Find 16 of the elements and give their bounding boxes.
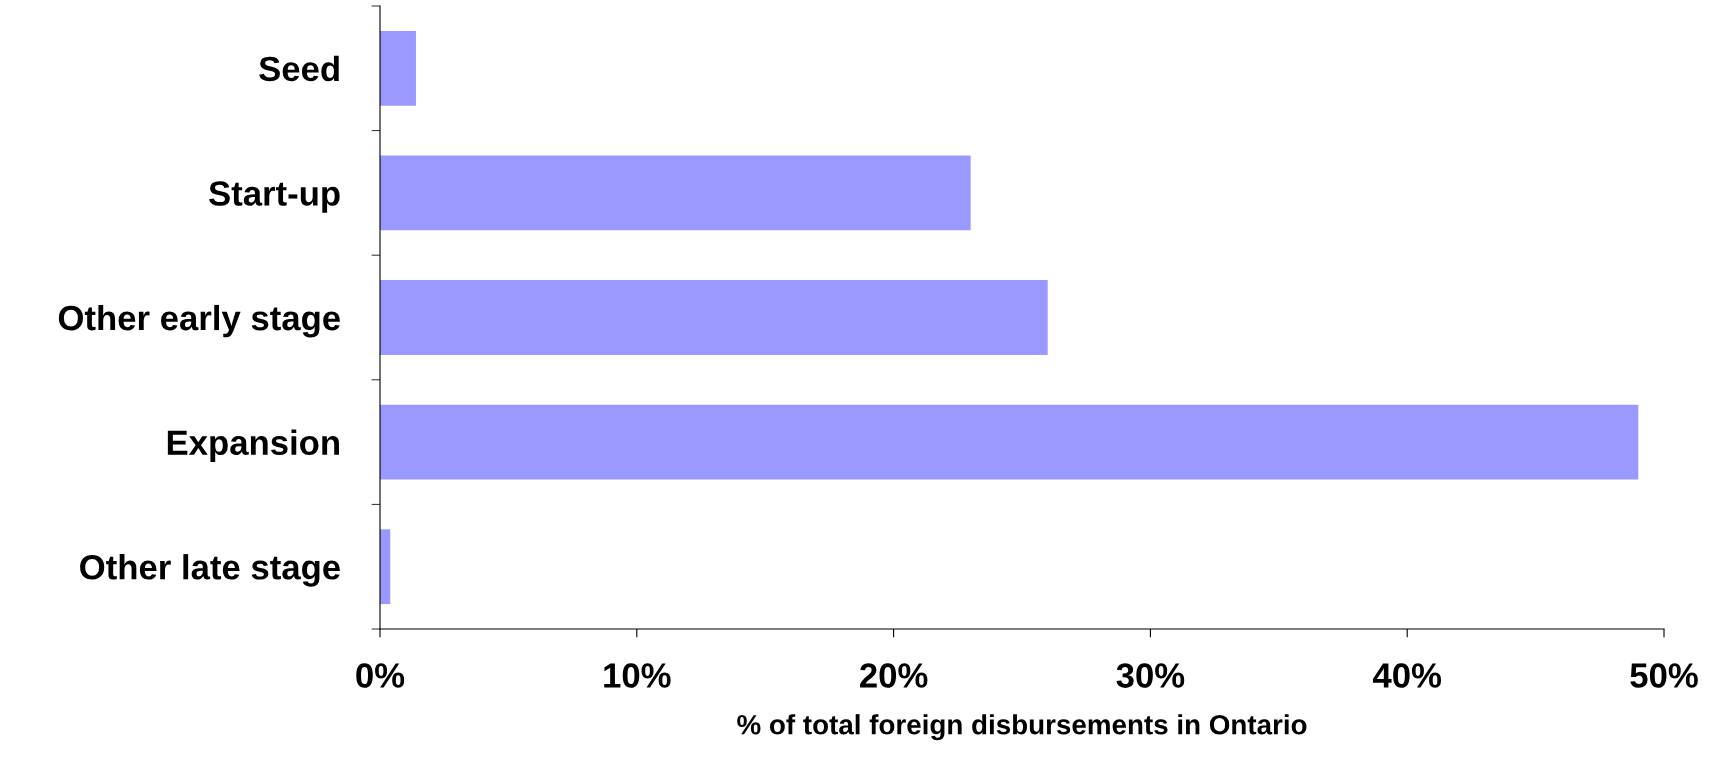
y-tick-label: Other late stage xyxy=(80,554,340,587)
x-tick-label: 20% xyxy=(860,663,928,688)
bar xyxy=(380,404,1639,480)
bar xyxy=(380,280,1048,355)
y-tick-label: Seed xyxy=(259,55,339,82)
x-tick-label: 30% xyxy=(1116,663,1185,688)
x-tick-label: 40% xyxy=(1372,663,1442,688)
x-axis-title: % of total foreign disbursements in Ontario xyxy=(737,714,1307,741)
x-tick-label: 10% xyxy=(604,663,671,688)
y-tick-label: Expansion xyxy=(167,429,339,462)
y-tick-label: Other early stage xyxy=(58,304,340,338)
bar xyxy=(380,30,416,106)
y-tick-label: Start-up xyxy=(209,181,340,213)
x-tick-label: 50% xyxy=(1630,663,1698,688)
x-tick-label: 0% xyxy=(356,663,405,688)
bar xyxy=(380,155,971,231)
